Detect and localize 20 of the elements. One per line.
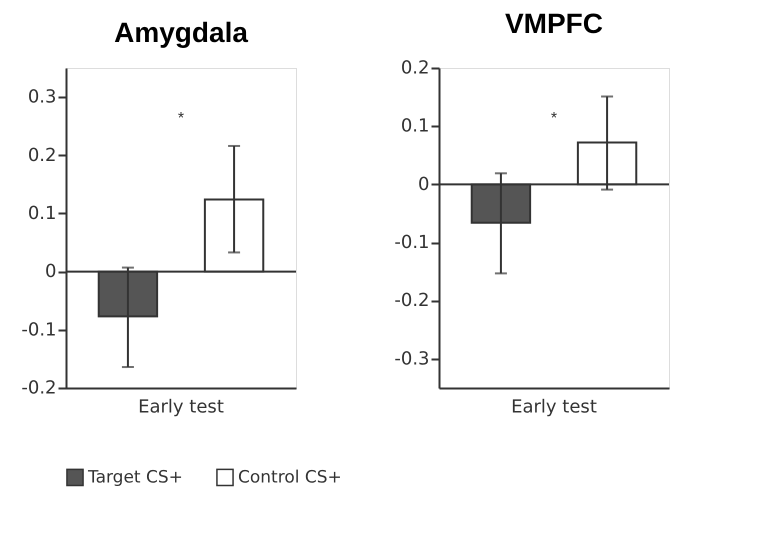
x-tick-label: Early test: [511, 396, 597, 418]
y-tick-label: 0: [418, 174, 430, 195]
chart-title: Amygdala: [114, 17, 248, 48]
y-tick-label: 0: [45, 261, 56, 282]
x-tick-label: Early test: [138, 396, 224, 418]
y-tick-label: -0.3: [394, 348, 430, 370]
y-tick-label: -0.1: [394, 232, 430, 254]
y-tick-label: 0.2: [28, 144, 56, 166]
y-tick-label: 0.2: [400, 58, 430, 78]
chart-title: VMPFC: [505, 8, 603, 39]
y-tick-label: -0.2: [394, 290, 430, 312]
y-tick-label: 0.1: [28, 202, 56, 224]
legend-label: Control CS+: [238, 467, 342, 488]
y-tick-label: -0.2: [21, 378, 56, 398]
y-tick-label: 0.1: [400, 116, 430, 137]
legend-label: Target CS+: [87, 467, 183, 488]
annotation: *: [550, 110, 558, 127]
y-tick-label: 0.3: [28, 86, 56, 108]
y-tick-label: -0.1: [21, 319, 56, 340]
annotation: *: [178, 110, 184, 127]
